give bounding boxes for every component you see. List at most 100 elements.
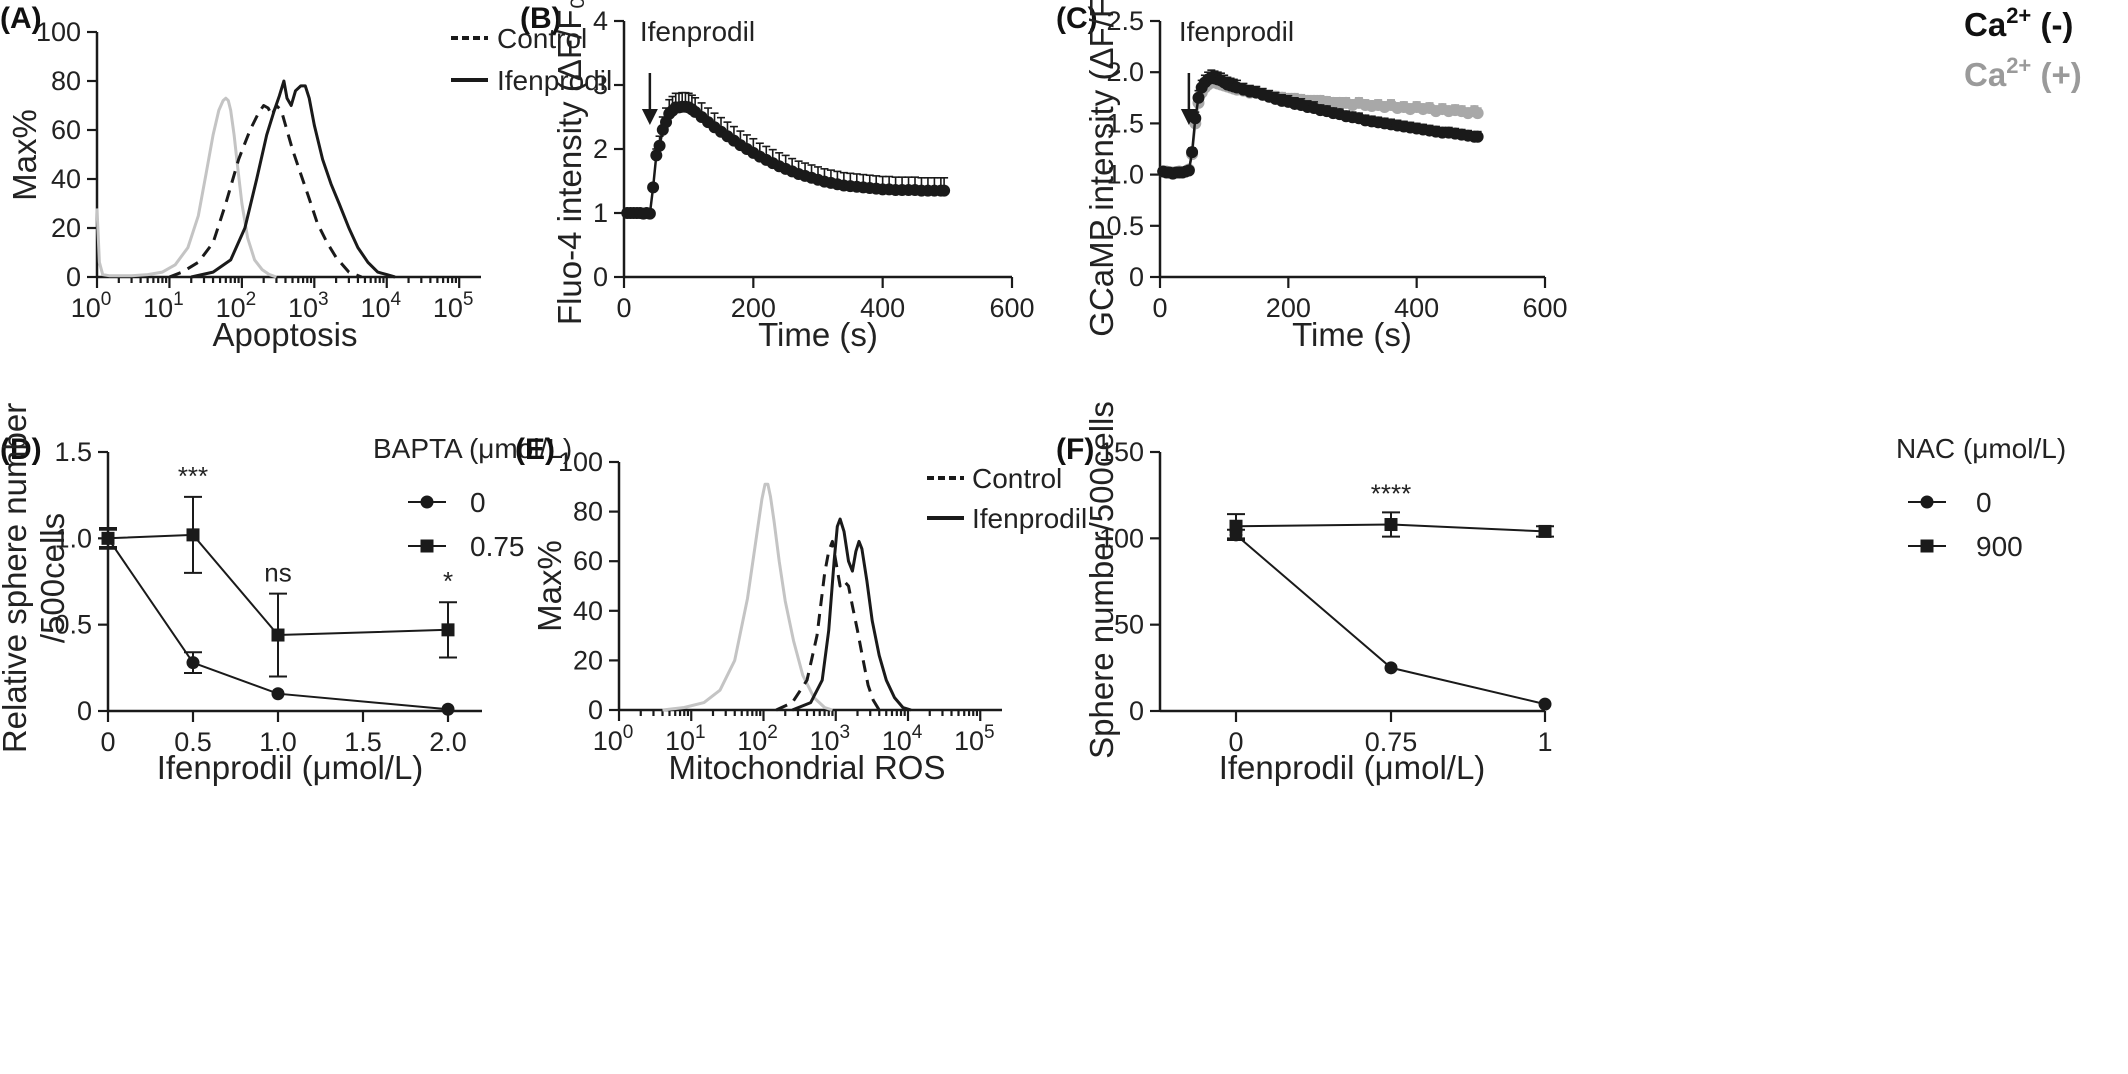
x-tick-label-A-2: 102 xyxy=(216,289,257,323)
series-line-A-ifenprodil xyxy=(190,79,396,279)
x-tick-label-C-2: 400 xyxy=(1394,293,1439,323)
legend-title-f: NAC (μmol/L) xyxy=(1896,433,2066,464)
x-tick-label-F-2: 1 xyxy=(1537,727,1552,757)
y-tick-label-F-1: 50 xyxy=(1114,610,1144,640)
x-axis-label-F: Ifenprodil (μmol/L) xyxy=(1219,749,1486,786)
y-tick-label-B-0: 0 xyxy=(593,262,608,292)
legend-label-c-1: Ca2+ (+) xyxy=(1964,53,2082,93)
x-tick-label-E-5: 105 xyxy=(954,722,995,756)
series-line-E-unstained xyxy=(662,482,833,712)
series-line-E-control xyxy=(775,539,881,712)
panel-label-A: (A) xyxy=(0,2,42,35)
y-tick-label-C-4: 2.0 xyxy=(1106,57,1144,87)
y-tick-label-A-2: 40 xyxy=(51,164,81,194)
x-tick-label-E-3: 103 xyxy=(809,722,850,756)
data-point-F-900-2 xyxy=(1538,524,1552,538)
series-line-D-0 xyxy=(107,537,449,711)
x-tick-label-C-3: 600 xyxy=(1522,293,1567,323)
y-tick-label-E-3: 60 xyxy=(573,546,603,576)
y-tick-label-B-3: 3 xyxy=(593,70,608,100)
x-tick-label-B-3: 600 xyxy=(989,293,1034,323)
x-tick-label-E-4: 104 xyxy=(882,722,923,756)
data-point-F-900-0 xyxy=(1229,519,1243,533)
x-tick-label-F-1: 0.75 xyxy=(1365,727,1418,757)
x-axis-label-C: Time (s) xyxy=(1292,316,1412,353)
y-tick-label-B-4: 4 xyxy=(593,6,608,36)
annotation-arrow-head-B xyxy=(641,109,658,125)
x-tick-label-B-0: 0 xyxy=(616,293,631,323)
x-tick-label-A-0: 100 xyxy=(71,289,112,323)
data-point-B-series-7 xyxy=(643,207,656,220)
panel-label-D: (D) xyxy=(0,433,42,466)
data-point-F-0-2 xyxy=(1538,697,1552,711)
data-point-C-ca2--9 xyxy=(1186,146,1199,159)
series-line-F-0 xyxy=(1235,534,1546,706)
x-tick-label-D-1: 0.5 xyxy=(174,727,212,757)
panel-b: 0 1 2 3 4 0 200 400 600 Ifenprodil (B)Fluo-4 inten… xyxy=(520,0,1035,353)
y-tick-label-C-3: 1.5 xyxy=(1106,108,1144,138)
y-tick-label-C-5: 2.5 xyxy=(1106,6,1144,36)
data-point-F-0-1 xyxy=(1384,661,1398,675)
legend-label-f-1: 900 xyxy=(1976,531,2023,562)
x-axis-label-D: Ifenprodil (μmol/L) xyxy=(157,749,424,786)
data-point-D-0-2 xyxy=(271,687,285,701)
data-point-C-ca2--61 xyxy=(1471,130,1484,143)
panel-d: 0 0.5 1.0 1.5 0 0.5 1.0 1.5 2.0 *** ns * (D)Relative… xyxy=(0,403,572,786)
y-tick-label-A-3: 60 xyxy=(51,115,81,145)
panel-c: 0 0.5 1.0 1.5 2.0 2.5 0 200 400 600 Ifenprodil (C)G… xyxy=(1056,0,2082,353)
significance-label-D-2: * xyxy=(443,566,453,596)
panel-label-F: (F) xyxy=(1056,433,1094,466)
x-tick-label-A-5: 105 xyxy=(433,289,474,323)
legend-label-d-0: 0 xyxy=(470,487,486,518)
legend-marker-d-1 xyxy=(420,539,434,553)
y-axis-label-F: Sphere number/500cells xyxy=(1083,401,1120,759)
data-point-F-900-1 xyxy=(1384,518,1398,532)
y-tick-label-F-0: 0 xyxy=(1129,696,1144,726)
y-tick-label-C-2: 1.0 xyxy=(1106,160,1144,190)
y-tick-label-A-0: 0 xyxy=(66,262,81,292)
x-axis-label-A: Apoptosis xyxy=(213,316,358,353)
legend-label-d-1: 0.75 xyxy=(470,531,525,562)
y-axis-label-d-line2: /500cells xyxy=(34,513,71,643)
x-tick-label-D-0: 0 xyxy=(100,727,115,757)
legend-title-d: BAPTA (μmol/L) xyxy=(373,433,572,464)
y-tick-label-D-2: 1.0 xyxy=(54,523,92,553)
data-point-B-series-60 xyxy=(938,184,951,197)
x-tick-label-E-2: 102 xyxy=(737,722,778,756)
series-line-D-0-75 xyxy=(107,533,449,637)
y-tick-label-D-1: 0.5 xyxy=(54,610,92,640)
panel-label-E: (E) xyxy=(515,433,555,466)
annotation-label-B: Ifenprodil xyxy=(640,16,755,47)
panel-label-B: (B) xyxy=(520,2,562,35)
data-point-D-0-75-0 xyxy=(101,531,115,545)
data-point-C-ca2--8 xyxy=(1182,164,1195,177)
significance-label-D-1: ns xyxy=(264,558,291,588)
legend-label-a-ifenprodil: Ifenprodil xyxy=(497,65,612,96)
y-axis-label-E: Max% xyxy=(531,540,568,632)
y-tick-label-B-2: 2 xyxy=(593,134,608,164)
data-point-C-ca2--61 xyxy=(1471,107,1484,120)
significance-label-D-0: *** xyxy=(178,461,208,491)
y-axis-label-C: GCaMP intensity (ΔF/F₀) xyxy=(1083,0,1120,337)
x-tick-label-D-3: 1.5 xyxy=(344,727,382,757)
y-axis-label-d-line1: Relative sphere number xyxy=(0,403,33,753)
x-tick-label-D-2: 1.0 xyxy=(259,727,297,757)
data-point-B-series-8 xyxy=(647,181,660,194)
x-axis-label-E: Mitochondrial ROS xyxy=(669,749,946,786)
data-point-D-0-1 xyxy=(186,656,200,670)
legend-label-f-0: 0 xyxy=(1976,487,1992,518)
x-tick-label-A-4: 104 xyxy=(360,289,401,323)
legend-label-c-0: Ca2+ (-) xyxy=(1964,3,2073,43)
panel-e: 0 20 40 60 80 100 100 101 102 103 104 105 (E) Max% Mit… xyxy=(515,433,1087,786)
y-tick-label-C-0: 0 xyxy=(1129,262,1144,292)
legend-label-e-control: Control xyxy=(972,463,1062,494)
y-tick-label-B-1: 1 xyxy=(593,198,608,228)
y-tick-label-A-4: 80 xyxy=(51,66,81,96)
y-tick-label-E-5: 100 xyxy=(558,447,603,477)
series-line-E-ifenprodil xyxy=(791,517,912,712)
significance-label-F-0: **** xyxy=(1371,478,1411,508)
x-tick-label-E-1: 101 xyxy=(665,722,706,756)
y-tick-label-E-4: 80 xyxy=(573,497,603,527)
